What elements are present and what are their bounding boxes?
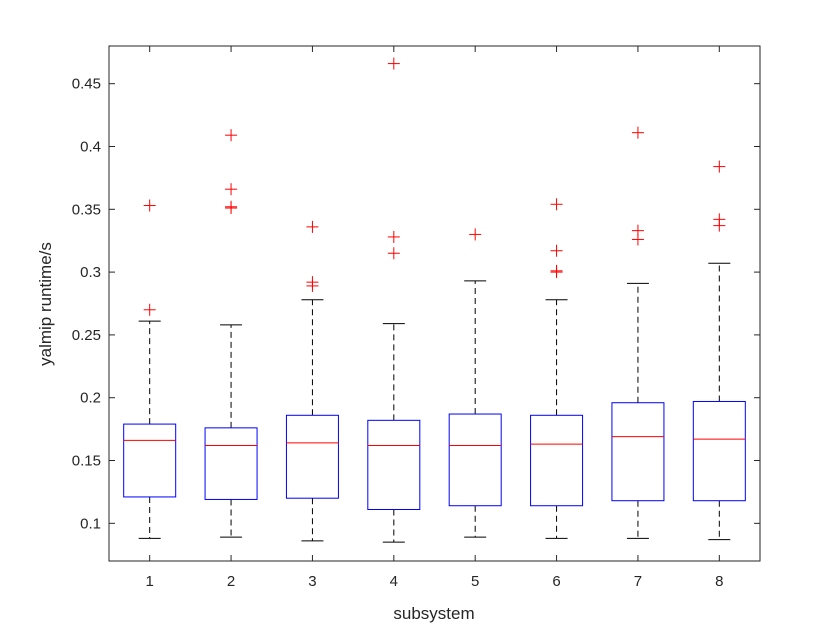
box-group-8 — [692, 160, 746, 541]
iqr-box — [692, 400, 746, 502]
outlier-marker — [387, 247, 400, 260]
outlier-marker — [713, 213, 726, 226]
box-group-7 — [611, 126, 665, 539]
y-tick-label: 0.25 — [72, 327, 101, 344]
outlier-marker — [550, 198, 563, 211]
outlier-marker — [225, 200, 238, 213]
boxplot-marks — [123, 57, 746, 543]
y-tick-label: 0.45 — [72, 76, 101, 93]
y-axis-label: yalmip runtime/s — [36, 242, 55, 366]
y-axis-ticks: 0.1 0.15 0.2 0.25 0.3 0.35 0.4 0.45 — [72, 76, 760, 532]
iqr-box — [367, 419, 421, 511]
y-tick-label: 0.1 — [80, 515, 101, 532]
outlier-marker — [469, 228, 482, 241]
iqr-box — [204, 427, 258, 500]
x-tick-label: 6 — [552, 573, 560, 590]
outlier-marker — [306, 220, 319, 233]
outlier-marker — [550, 264, 563, 277]
box-group-6 — [530, 198, 584, 539]
iqr-box — [530, 414, 584, 507]
y-tick-label: 0.3 — [80, 264, 101, 281]
outlier-marker — [631, 224, 644, 237]
x-axis-ticks: 1 2 3 4 5 6 7 8 — [146, 46, 723, 590]
box-group-5 — [448, 228, 502, 538]
iqr-box — [611, 402, 665, 502]
outlier-marker — [143, 303, 156, 316]
outlier-marker — [143, 199, 156, 212]
x-tick-label: 8 — [715, 573, 723, 590]
plot-area — [108, 45, 761, 562]
iqr-box — [285, 414, 339, 499]
iqr-box — [123, 423, 177, 498]
box-group-2 — [204, 129, 258, 538]
x-tick-label: 2 — [227, 573, 235, 590]
outlier-marker — [550, 244, 563, 257]
outlier-marker — [387, 230, 400, 243]
box-group-1 — [123, 199, 177, 539]
x-tick-label: 1 — [146, 573, 154, 590]
y-tick-label: 0.4 — [80, 138, 101, 155]
outlier-marker — [225, 129, 238, 142]
x-tick-label: 7 — [634, 573, 642, 590]
x-tick-label: 5 — [471, 573, 479, 590]
iqr-box — [448, 413, 502, 507]
y-tick-label: 0.2 — [80, 390, 101, 407]
outlier-marker — [225, 183, 238, 196]
x-axis-label: subsystem — [393, 604, 474, 623]
y-tick-label: 0.15 — [72, 453, 101, 470]
y-tick-label: 0.35 — [72, 201, 101, 218]
box-group-3 — [285, 220, 339, 542]
x-tick-label: 4 — [390, 573, 398, 590]
outlier-marker — [631, 126, 644, 139]
outlier-marker — [713, 160, 726, 173]
outlier-marker — [306, 276, 319, 289]
box-group-4 — [367, 57, 421, 543]
outlier-marker — [387, 57, 400, 70]
x-tick-label: 3 — [308, 573, 316, 590]
